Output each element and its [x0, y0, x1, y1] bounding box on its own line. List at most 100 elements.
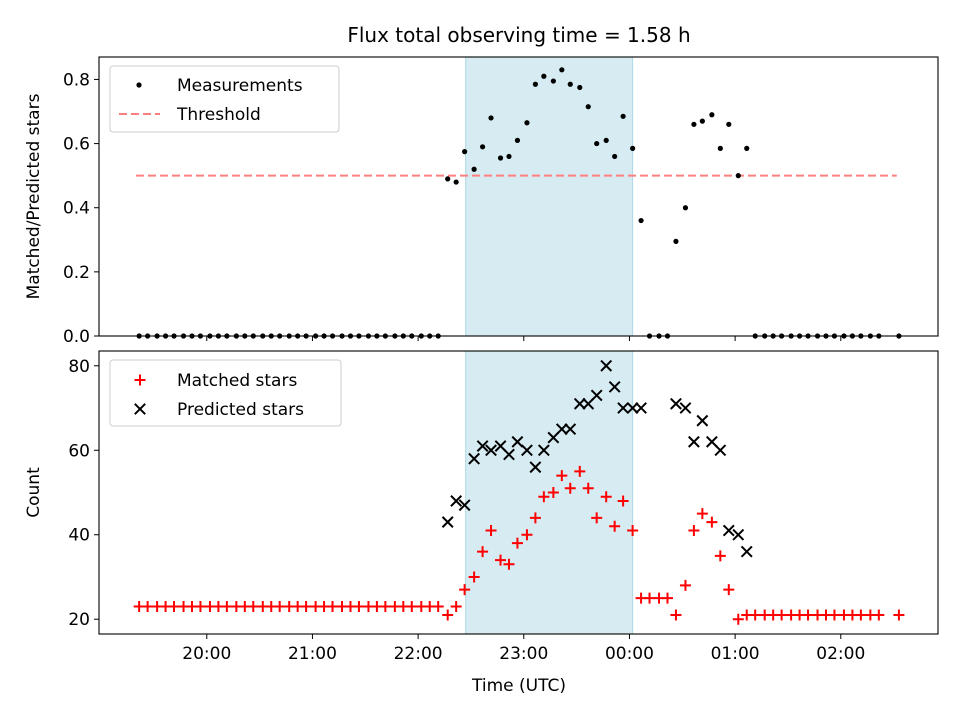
predicted-star-point [714, 444, 727, 457]
legend-label-matched: Matched stars [177, 371, 297, 391]
measurement-point [541, 73, 547, 79]
x-axis-ticks: 20:00 21:00 22:00 23:00 00:00 01:00 02:00 [182, 634, 865, 664]
x-axis-ticks [206, 336, 842, 341]
measurement-point [514, 137, 521, 143]
matched-star-point [564, 482, 576, 494]
matched-star-point [459, 584, 471, 596]
measurement-point [497, 155, 504, 161]
measurement-point [603, 137, 609, 143]
predicted-star-point [670, 397, 682, 410]
matched-star-point [670, 609, 682, 621]
matched-star-point [696, 508, 708, 520]
measurement-point [699, 118, 705, 124]
y-axis-label: Matched/Predicted stars [24, 93, 44, 299]
measurement-point [709, 112, 715, 118]
x-tick-label: 02:00 [816, 644, 865, 664]
count-points [133, 359, 905, 625]
matched-star-point [714, 550, 726, 562]
matched-star-point [591, 512, 603, 524]
measurement-point [532, 81, 539, 87]
predicted-star-point [696, 414, 709, 427]
measurement-point [559, 67, 565, 73]
matched-star-point [893, 609, 905, 621]
legend: Measurements Threshold [109, 65, 340, 133]
y-axis-label: Count [24, 467, 44, 518]
matched-star-point [247, 601, 259, 613]
measurement-point [594, 140, 600, 147]
measurement-point [673, 238, 679, 244]
measurement-point [488, 115, 494, 121]
matched-star-point [300, 601, 312, 613]
predicted-star-point [476, 440, 489, 452]
matched-star-point [627, 525, 639, 537]
predicted-star-point [468, 452, 481, 465]
predicted-star-point [503, 448, 515, 461]
predicted-star-point [450, 495, 463, 507]
predicted-star-point [511, 435, 524, 448]
measurement-point [735, 173, 741, 179]
measurement-point [682, 205, 689, 211]
x-tick-label: 21:00 [288, 644, 337, 664]
measurement-point [445, 176, 451, 182]
predicted-star-point [688, 435, 700, 448]
x-tick-label: 22:00 [394, 644, 443, 664]
measurement-point [744, 145, 750, 151]
y-axis-ticks: 20 40 60 80 [68, 357, 99, 630]
matched-star-point [529, 512, 541, 524]
measurement-point [630, 145, 636, 151]
measurement-point [479, 144, 486, 150]
y-axis-ticks: 0.0 0.2 0.4 0.6 0.8 [63, 70, 99, 347]
measurement-point [567, 81, 573, 87]
measurement-point [726, 121, 732, 127]
measurement-point [577, 84, 583, 91]
predicted-star-point [521, 444, 533, 457]
matched-star-point [538, 491, 550, 503]
x-axis-label: Time (UTC) [471, 676, 566, 696]
measurement-point [453, 179, 459, 185]
count-panel: 20 40 60 80 20:00 21:00 22:00 23:00 00:00 01:00 0… [24, 350, 939, 664]
matched-star-point [732, 613, 744, 625]
x-tick-label: 00:00 [605, 644, 654, 664]
matched-star-point [503, 558, 515, 570]
predicted-star-point [555, 423, 568, 436]
matched-star-point [723, 584, 735, 596]
predicted-star-point [732, 528, 745, 541]
count-panel-frame [98, 350, 939, 635]
predicted-star-point [626, 402, 639, 414]
predicted-star-point [529, 461, 542, 474]
y-tick-label: 0.6 [63, 135, 90, 155]
legend-box [109, 359, 342, 427]
measurement-point [620, 113, 626, 119]
matched-star-point [556, 470, 568, 482]
ratio-panel-frame [98, 56, 939, 337]
matched-star-point [609, 520, 621, 532]
x-tick-label: 20:00 [182, 644, 231, 664]
matched-star-point [776, 609, 788, 621]
ratio-panel: 0.00.20.40.60.8 Matched/Predicted stars … [24, 56, 939, 347]
legend-label-predicted: Predicted stars [177, 400, 304, 420]
predicted-star-point [537, 444, 550, 457]
measurement-point [638, 217, 644, 224]
matched-star-point [274, 601, 286, 613]
y-tick-label: 0.2 [63, 263, 90, 283]
measurement-point [471, 166, 477, 172]
matched-star-point [574, 465, 586, 477]
matched-star-point [855, 609, 867, 621]
y-tick-label: 80 [68, 357, 90, 377]
matched-star-point [168, 601, 180, 613]
matched-star-point [547, 487, 559, 498]
matched-star-point [327, 601, 339, 613]
x-tick-label: 23:00 [499, 644, 548, 664]
matched-star-point [706, 516, 718, 528]
measurement-point [585, 104, 591, 110]
predicted-star-point [441, 516, 454, 528]
predicted-star-point [608, 380, 621, 393]
matched-star-point [521, 529, 533, 541]
matched-star-point [379, 601, 391, 613]
matched-star-point [495, 554, 507, 566]
matched-star-point [617, 495, 629, 507]
matched-star-point [194, 601, 206, 613]
matched-star-point [432, 601, 444, 613]
predicted-star-point [617, 402, 630, 414]
